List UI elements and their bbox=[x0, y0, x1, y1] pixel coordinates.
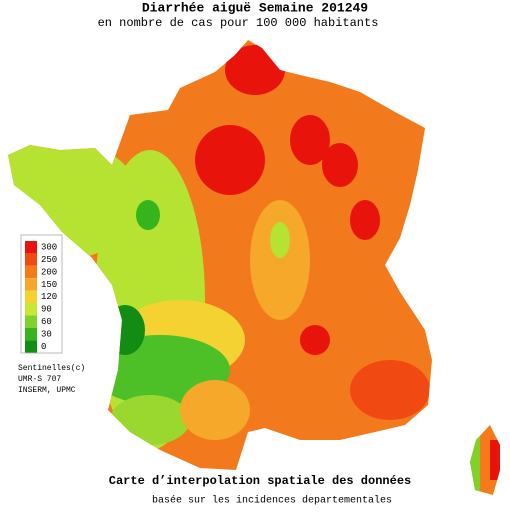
legend-label: 200 bbox=[41, 267, 57, 277]
legend-swatch bbox=[25, 327, 37, 341]
credit: INSERM, UPMC bbox=[18, 386, 76, 395]
legend-swatch bbox=[25, 303, 37, 316]
legend-swatch bbox=[25, 241, 37, 254]
legend-label: 300 bbox=[41, 243, 57, 253]
legend-swatch bbox=[25, 253, 37, 266]
corsica bbox=[470, 425, 500, 495]
legend-label: 250 bbox=[41, 255, 57, 265]
legend-swatch bbox=[25, 265, 37, 279]
subtitle: en nombre de cas pour 100 000 habitants bbox=[98, 16, 379, 30]
legend-label: 120 bbox=[41, 292, 57, 302]
legend-label: 90 bbox=[41, 305, 52, 315]
footer-title: Carte d’interpolation spatiale des donné… bbox=[109, 474, 411, 488]
legend-swatch bbox=[25, 340, 37, 353]
footer-subtitle: basée sur les incidences departementales bbox=[152, 495, 392, 507]
legend-label: 60 bbox=[41, 317, 52, 327]
legend-swatch bbox=[25, 315, 37, 328]
legend-label: 30 bbox=[41, 329, 52, 339]
legend-label: 150 bbox=[41, 280, 57, 290]
france-map bbox=[8, 40, 432, 470]
credit: UMR-S 707 bbox=[18, 375, 61, 384]
legend-label: 0 bbox=[41, 342, 46, 352]
credit: Sentinelles(c) bbox=[18, 364, 85, 373]
legend-swatch bbox=[25, 290, 37, 303]
legend-swatch bbox=[25, 278, 37, 291]
title: Diarrhée aiguë Semaine 201249 bbox=[142, 0, 368, 15]
